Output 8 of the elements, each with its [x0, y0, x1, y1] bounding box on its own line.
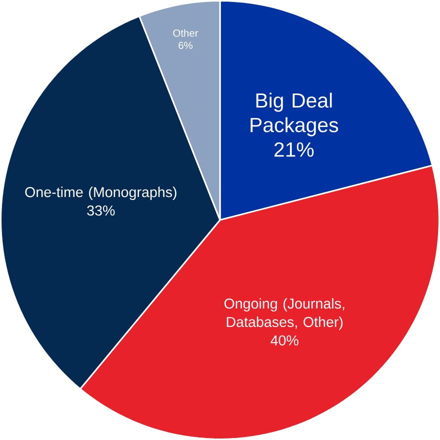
slice-label: Big Deal Packages	[250, 92, 338, 136]
data-label: 33%	[87, 205, 115, 216]
slice-label: Ongoing (Journals, Databases, Other)	[224, 298, 344, 330]
slice-label: Other	[173, 29, 198, 37]
data-label: 40%	[270, 335, 298, 346]
slice-label: One-time (Monographs)	[25, 186, 176, 200]
data-label: 6%	[178, 42, 193, 49]
data-label: 21%	[274, 142, 314, 157]
